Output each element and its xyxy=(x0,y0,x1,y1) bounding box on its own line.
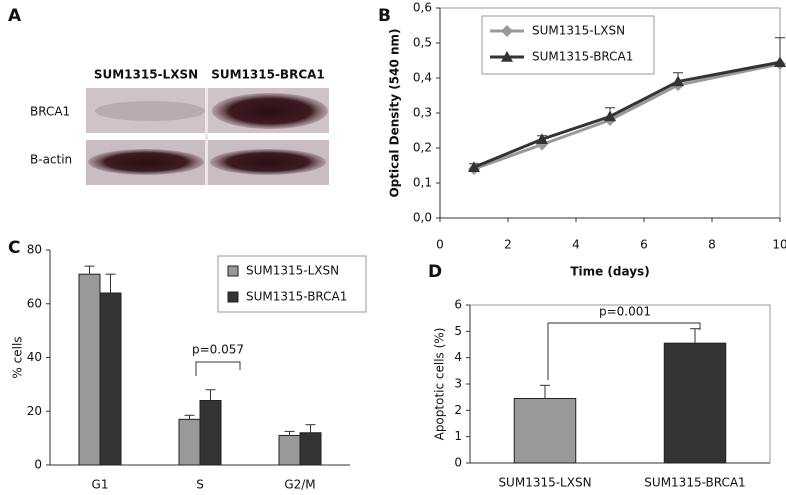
y-tick-label: 80 xyxy=(27,243,42,257)
y-tick-label: 0 xyxy=(34,458,42,472)
p-value: p=0.001 xyxy=(599,305,651,319)
point xyxy=(774,56,786,68)
point xyxy=(501,51,513,62)
blot-band xyxy=(95,101,205,121)
y-tick-label: 0 xyxy=(454,456,462,470)
y-axis-label: Apoptotic cells (%) xyxy=(433,328,447,441)
bar xyxy=(299,432,322,466)
significance-bracket xyxy=(195,361,241,376)
point xyxy=(501,25,513,37)
legend-box xyxy=(481,15,655,75)
bar xyxy=(278,434,301,466)
x-tick-label: SUM1315-BRCA1 xyxy=(644,476,745,490)
x-tick-label: 2 xyxy=(504,238,512,252)
significance-bracket xyxy=(547,322,701,380)
blot-band xyxy=(88,149,204,175)
legend-label: SUM1315-BRCA1 xyxy=(246,290,347,304)
y-tick-label: 20 xyxy=(27,404,42,418)
panel-a: A SUM1315-LXSN SUM1315-BRCA1 BRCA1 B-act… xyxy=(8,6,329,185)
x-tick-label: 6 xyxy=(640,238,648,252)
bar xyxy=(513,397,577,464)
y-axis-label: % cells xyxy=(11,336,25,378)
p-value: p=0.057 xyxy=(192,343,244,357)
x-tick-label: 8 xyxy=(708,238,716,252)
x-tick-label: 0 xyxy=(436,238,444,252)
y-tick-label: 3 xyxy=(454,377,462,391)
panel-letter: D xyxy=(428,262,442,282)
brackets xyxy=(195,322,701,380)
point xyxy=(536,133,548,145)
legend-swatch xyxy=(227,265,239,277)
bar xyxy=(178,418,201,466)
legend-label: SUM1315-LXSN xyxy=(246,264,339,278)
legend-label: SUM1315-LXSN xyxy=(532,24,625,38)
panel-letter: B xyxy=(378,6,391,26)
y-tick-label: 2 xyxy=(454,403,462,417)
y-tick-label: 4 xyxy=(454,350,462,364)
y-axis-label: Optical Density (540 nm) xyxy=(388,28,402,197)
lane-label: SUM1315-LXSN xyxy=(94,68,198,82)
x-axis-label: Time (days) xyxy=(570,265,649,279)
x-tick-label: G1 xyxy=(92,478,109,492)
point xyxy=(468,161,480,173)
row-label: BRCA1 xyxy=(30,105,70,119)
bar xyxy=(663,342,727,464)
series-line xyxy=(473,62,781,171)
blot-band xyxy=(210,149,326,175)
bar xyxy=(78,273,101,466)
y-tick-label: 1 xyxy=(454,429,462,443)
panel-letter: A xyxy=(8,6,22,26)
blot-band xyxy=(212,93,328,129)
point xyxy=(604,110,616,122)
x-tick-label: SUM1315-LXSN xyxy=(498,476,591,490)
y-tick-label: 60 xyxy=(27,296,42,310)
panel-letter: C xyxy=(8,238,20,258)
lane-gap xyxy=(205,88,208,185)
x-tick-label: G2/M xyxy=(284,478,315,492)
legend-box xyxy=(217,255,367,313)
row-label: B-actin xyxy=(30,153,72,167)
y-tick-label: 0,3 xyxy=(413,106,432,120)
y-tick-label: 40 xyxy=(27,350,42,364)
x-tick-label: 10 xyxy=(772,238,786,252)
y-tick-label: 0,5 xyxy=(413,36,432,50)
y-tick-label: 0,6 xyxy=(413,1,432,15)
y-tick-label: 0,0 xyxy=(413,211,432,225)
bar xyxy=(99,292,122,466)
y-tick-label: 0,4 xyxy=(413,71,432,85)
y-tick-label: 0,1 xyxy=(413,176,432,190)
lane-label: SUM1315-BRCA1 xyxy=(211,68,325,82)
legend-swatch xyxy=(227,291,239,303)
legend-label: SUM1315-BRCA1 xyxy=(532,50,633,64)
y-tick-label: 0,2 xyxy=(413,141,432,155)
x-tick-label: 4 xyxy=(572,238,580,252)
bar xyxy=(199,400,222,466)
y-tick-label: 5 xyxy=(454,324,462,338)
y-tick-label: 6 xyxy=(454,298,462,312)
x-tick-label: S xyxy=(196,478,204,492)
point xyxy=(672,75,684,87)
